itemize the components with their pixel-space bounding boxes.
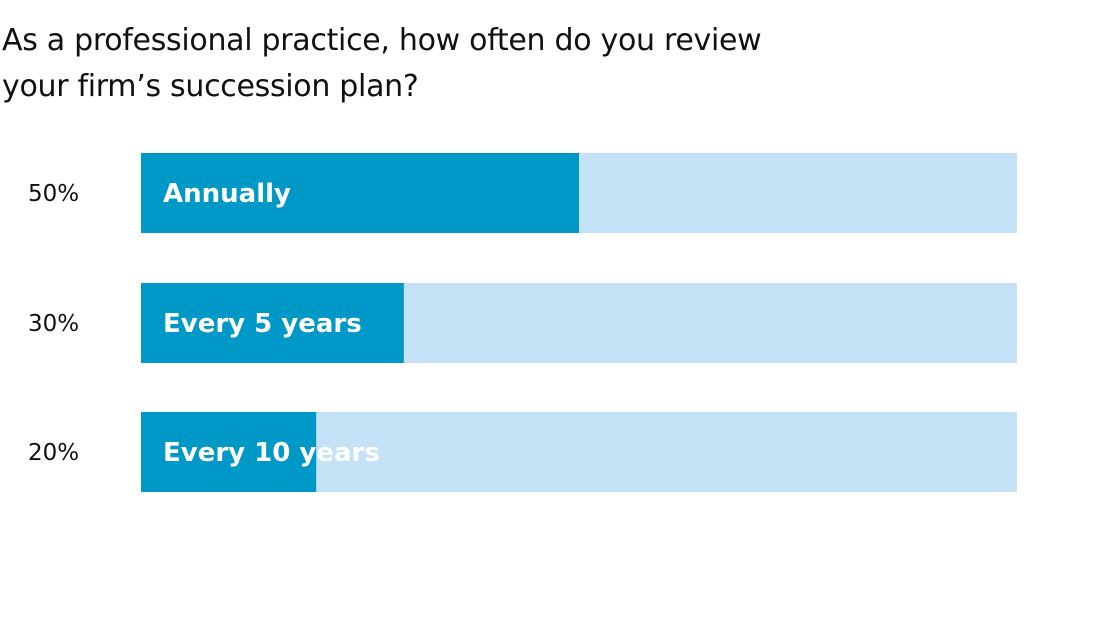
bar-row: Every 10 years 20% [28,412,1017,492]
chart-title-line-1: As a professional practice, how often do… [2,23,762,58]
bar-row: Every 5 years 30% [28,283,1017,363]
bar [141,153,579,233]
chart-title-line-2: your firm’s succession plan? [2,69,419,104]
bar-value-label: 20% [28,440,79,466]
bar-value-label: 30% [28,311,79,337]
bar [141,283,404,363]
bar-category-label: Annually [163,179,291,209]
bar-category-label: Every 10 years [163,438,380,468]
bar [141,412,317,492]
bar-value-label: 50% [28,181,79,207]
bar-row: Annually 50% [28,153,1017,233]
chart-title: As a professional practice, how often do… [2,18,902,110]
bar-category-label: Every 5 years [163,309,362,339]
